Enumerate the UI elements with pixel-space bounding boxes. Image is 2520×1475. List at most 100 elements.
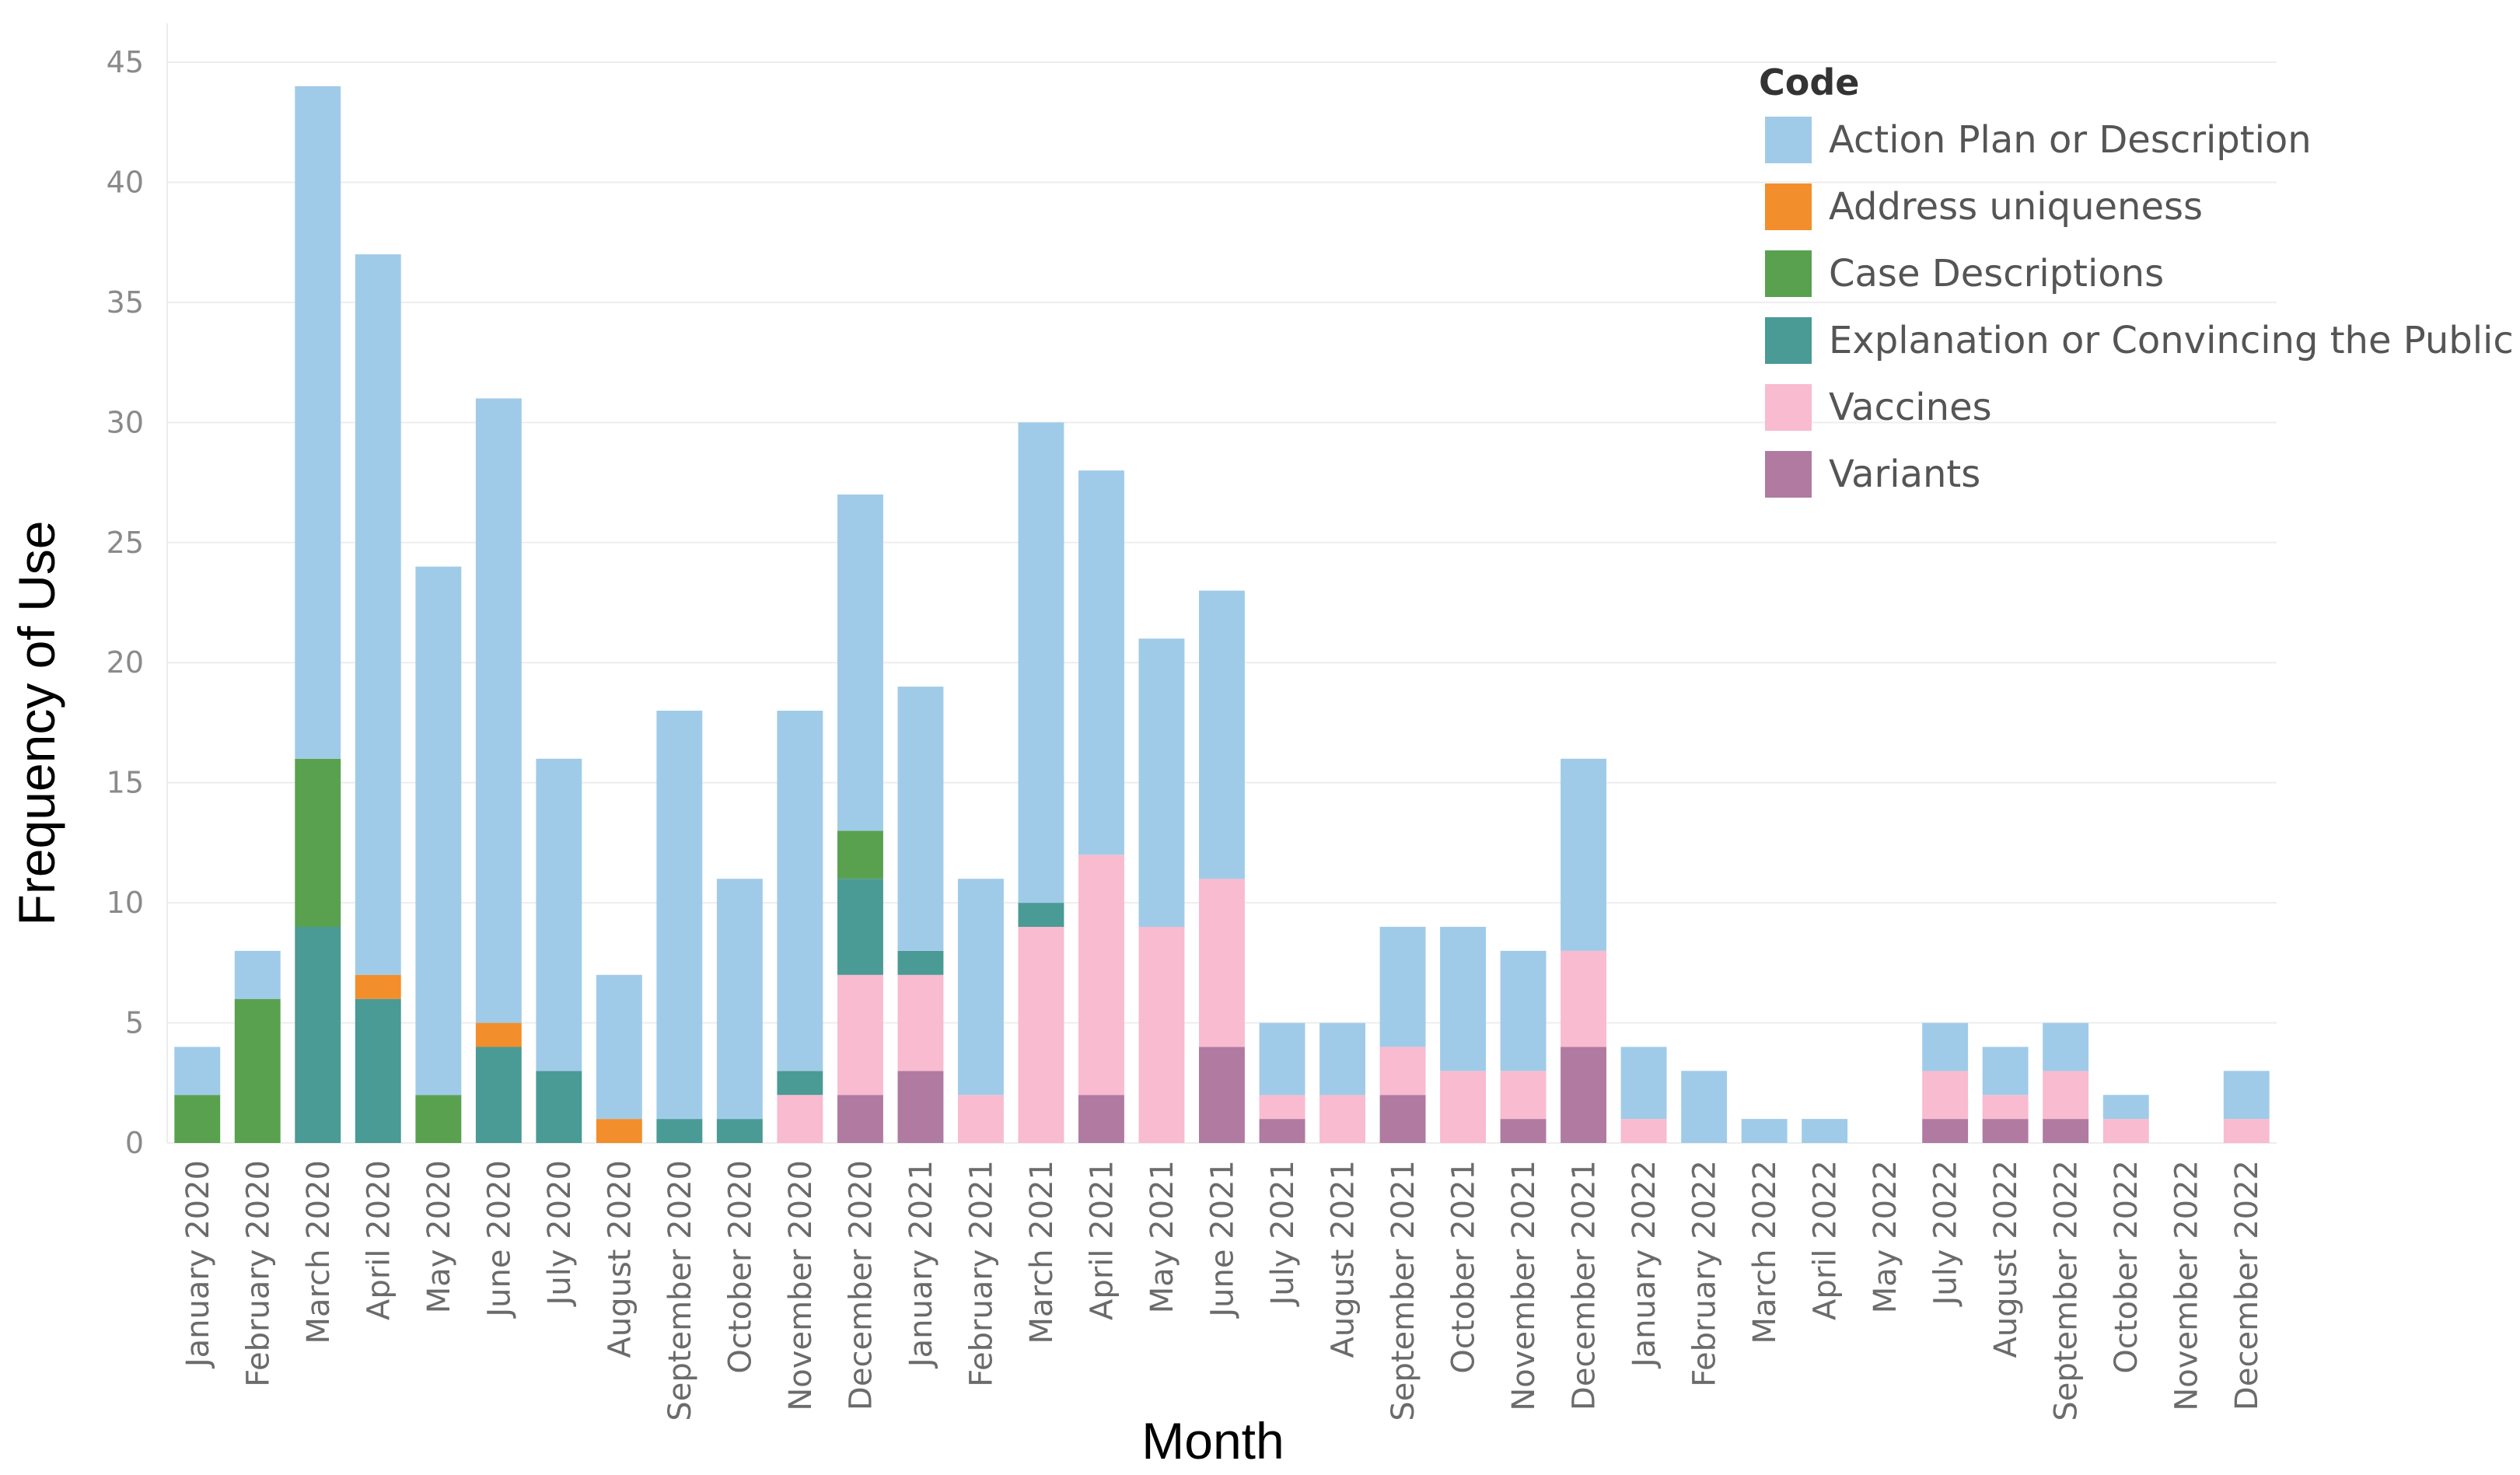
bar-segment [1500,950,1547,1071]
x-tick-label: October 2021 [1446,1160,1482,1374]
bar-segment [1138,638,1185,927]
x-tick-label: February 2020 [240,1160,276,1387]
bar-segment [958,1095,1004,1143]
bar-segment [1982,1119,2029,1143]
bar-segment [837,495,883,831]
bar-segment [777,711,823,1071]
x-tick-label: November 2020 [783,1160,819,1411]
bar-segment [2102,1119,2149,1143]
bar-segment [2102,1095,2149,1120]
bar-segment [1561,758,1606,951]
bar-segment [1379,1047,1426,1096]
x-tick-label: May 2021 [1145,1160,1180,1313]
bar-segment [1440,927,1486,1071]
legend-swatch [1765,117,1812,163]
bar-segment [355,254,401,975]
bar-segment [1620,1119,1667,1143]
bar-segment [1982,1095,2029,1120]
x-tick-label: December 2020 [843,1160,879,1410]
bar-segment [1802,1119,1848,1143]
legend-swatch [1765,250,1812,297]
bar-segment [415,566,462,1096]
x-tick-label: September 2021 [1386,1160,1421,1421]
bar-segment [596,1119,642,1143]
bar-segment [475,1022,522,1047]
bar-segment [2223,1071,2270,1120]
legend-swatch [1765,384,1812,431]
bar-segment [1259,1022,1305,1096]
y-tick-label: 0 [125,1126,144,1160]
x-tick-label: April 2020 [361,1160,397,1320]
y-tick-label: 40 [107,165,144,199]
y-tick-label: 5 [125,1006,144,1040]
bar-segment [716,1119,763,1143]
x-axis-ticks: January 2020 February 2020 March 2020 April… [180,1160,2265,1421]
x-tick-label: February 2022 [1687,1160,1723,1387]
bar-segment [897,687,944,951]
bar-segment [355,974,401,999]
bar-segment [1561,1047,1606,1143]
legend-swatch [1765,451,1812,498]
bar-segment [295,86,341,759]
x-tick-label: August 2020 [602,1160,638,1358]
bar-segment [596,974,642,1120]
x-tick-label: February 2021 [963,1160,999,1387]
bar-segment [1922,1071,1969,1120]
bar-segment [1199,590,1245,879]
bar-segment [234,998,281,1143]
bar-segment [837,879,883,975]
bar-segment [1078,855,1124,1096]
bar-segment [1259,1095,1305,1120]
bar-segment [1018,903,1064,927]
bar-segment [295,927,341,1143]
bar-segment [355,998,401,1143]
bar-segment [1741,1119,1788,1143]
y-tick-label: 20 [107,645,144,680]
bar-segment [958,879,1004,1096]
bar-segment [837,974,883,1096]
x-tick-label: April 2022 [1808,1160,1844,1320]
bar-segment [1138,927,1185,1143]
bar-segment [1259,1119,1305,1143]
x-tick-label: January 2022 [1627,1160,1662,1369]
bar-segment [1620,1047,1667,1120]
bar-segment [1922,1022,1969,1071]
x-tick-label: August 2022 [1988,1160,2024,1358]
x-tick-label: March 2022 [1747,1160,1783,1344]
x-tick-label: November 2022 [2169,1160,2205,1411]
y-axis-ticks: 0 5 10 15 20 25 30 35 40 45 [107,45,144,1160]
y-tick-label: 10 [107,886,144,920]
bar-segment [1199,879,1245,1047]
bar-segment [174,1095,221,1143]
legend-label: Variants [1829,453,1980,496]
x-tick-label: June 2020 [481,1160,517,1319]
x-tick-label: May 2022 [1868,1160,1903,1313]
y-tick-label: 15 [107,766,144,800]
y-tick-label: 30 [107,405,144,439]
x-tick-label: September 2022 [2049,1160,2085,1421]
bar-segment [1018,422,1064,904]
x-tick-label: September 2020 [662,1160,698,1421]
bar-segment [1982,1047,2029,1096]
x-axis-title: Month [1141,1412,1284,1470]
x-tick-label: December 2022 [2229,1160,2265,1410]
bar-segment [234,950,281,999]
bar-segment [1078,470,1124,855]
bar-segment [897,950,944,975]
bar-segment [897,974,944,1071]
bar-segment [1018,927,1064,1143]
legend-swatch [1765,317,1812,364]
bar-segment [1379,1095,1426,1143]
bar-segment [415,1095,462,1143]
legend-items: Action Plan or Description Address unique… [1765,117,2514,498]
bar-segment [2043,1119,2089,1143]
x-tick-label: December 2021 [1567,1160,1603,1410]
legend-title: Code [1759,61,1860,103]
bar-segment [174,1047,221,1096]
bar-segment [1440,1071,1486,1143]
bar-segment [1922,1119,1969,1143]
bars [174,86,2270,1143]
bar-segment [656,711,703,1120]
bar-segment [1078,1095,1124,1143]
